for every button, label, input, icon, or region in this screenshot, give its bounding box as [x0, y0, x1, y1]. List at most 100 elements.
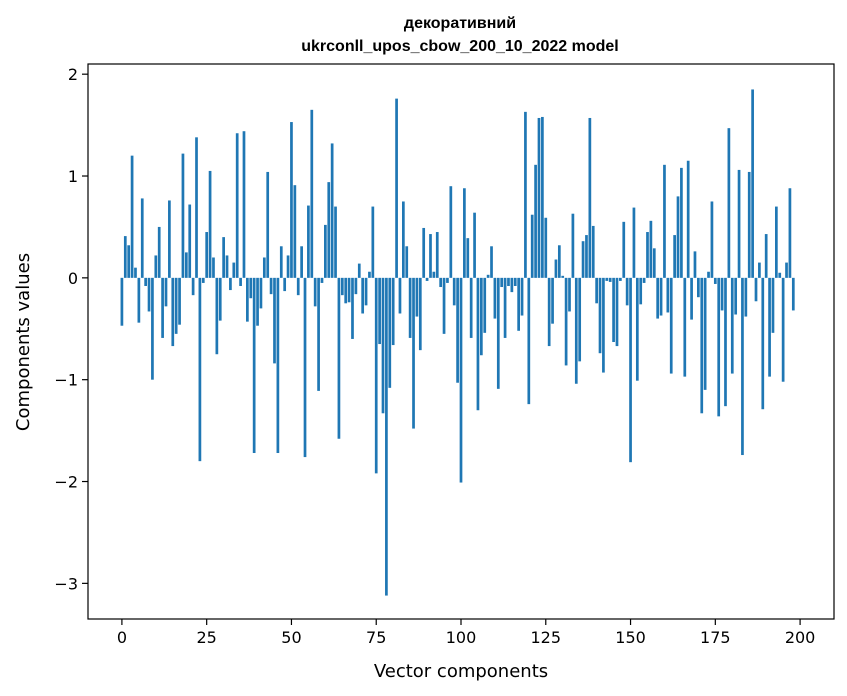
bar-55: [307, 205, 310, 278]
bar-116: [513, 277, 517, 286]
bar-134: [574, 277, 578, 384]
bar-28: [215, 277, 219, 355]
bar-121: [530, 214, 534, 278]
bar-10: [154, 255, 158, 278]
bar-185: [747, 171, 751, 278]
bar-177: [720, 277, 724, 311]
bar-56: [310, 109, 314, 278]
bar-139: [591, 225, 595, 278]
x-tick-label: 25: [197, 628, 217, 647]
bar-80: [391, 277, 395, 346]
bar-18: [181, 153, 185, 278]
bar-191: [768, 277, 771, 377]
bar-163: [673, 235, 676, 278]
bar-120: [527, 277, 531, 405]
bar-124: [541, 116, 544, 278]
bar-132: [568, 277, 571, 312]
bar-84: [405, 246, 409, 278]
bar-129: [557, 245, 561, 278]
bar-36: [242, 131, 246, 278]
bar-38: [249, 277, 253, 299]
bar-152: [635, 277, 639, 381]
y-tick-label: −1: [54, 371, 78, 390]
bar-103: [469, 277, 473, 338]
bar-172: [703, 277, 707, 390]
bar-97: [449, 186, 453, 278]
bar-41: [259, 277, 263, 309]
bar-180: [730, 277, 734, 374]
y-axis-label: Components values: [13, 253, 34, 431]
bar-189: [761, 277, 765, 410]
bar-22: [195, 137, 198, 278]
bar-25: [205, 232, 209, 278]
bar-161: [666, 277, 670, 313]
bar-1: [123, 236, 127, 278]
y-tick-label: 2: [68, 65, 78, 84]
bar-162: [669, 277, 673, 374]
bar-164: [676, 196, 680, 278]
bar-159: [659, 277, 663, 316]
bar-83: [402, 201, 405, 278]
bar-37: [246, 277, 249, 322]
bar-73: [368, 271, 371, 278]
bar-40: [256, 277, 259, 326]
bar-49: [286, 255, 290, 278]
bar-66: [344, 277, 348, 304]
bar-23: [198, 277, 202, 462]
bar-86: [412, 277, 415, 429]
bar-45: [273, 277, 276, 364]
bar-12: [161, 277, 164, 338]
bar-3: [130, 155, 134, 278]
bar-30: [222, 237, 225, 278]
bar-171: [700, 277, 704, 414]
bar-182: [737, 169, 741, 278]
bar-147: [619, 277, 622, 281]
bar-57: [313, 277, 317, 307]
bar-123: [537, 117, 541, 278]
bar-110: [493, 277, 497, 319]
bar-53: [300, 246, 303, 278]
bar-150: [629, 277, 632, 463]
bar-188: [758, 262, 761, 278]
bar-195: [781, 277, 785, 382]
bar-178: [724, 277, 727, 407]
bar-174: [710, 201, 714, 278]
bar-127: [551, 277, 554, 324]
bar-115: [510, 277, 514, 293]
bar-7: [144, 277, 147, 286]
bar-17: [178, 277, 181, 325]
bar-68: [351, 277, 354, 339]
bar-51: [293, 185, 297, 278]
bar-145: [612, 277, 615, 343]
x-axis: 0 25 50 75 100 125 150 175 200: [117, 619, 815, 647]
x-tick-label: 150: [615, 628, 646, 647]
bar-64: [337, 277, 341, 439]
bar-165: [680, 167, 683, 278]
bar-72: [364, 277, 368, 306]
x-tick-label: 100: [446, 628, 477, 647]
bar-26: [208, 170, 212, 278]
bar-29: [218, 277, 222, 321]
x-tick-label: 175: [700, 628, 731, 647]
y-tick-label: −2: [54, 473, 78, 492]
bar-154: [642, 277, 646, 283]
chart-title-line2: ukrconll_upos_cbow_200_10_2022 model: [301, 38, 618, 55]
bar-186: [751, 89, 754, 278]
bar-89: [422, 227, 426, 278]
bar-14: [168, 200, 171, 278]
bar-170: [697, 277, 700, 298]
bar-65: [340, 277, 344, 296]
bar-88: [418, 277, 422, 351]
bar-193: [775, 206, 778, 278]
bar-90: [425, 277, 429, 281]
bar-140: [595, 277, 598, 304]
bar-101: [463, 188, 466, 278]
bar-8: [147, 277, 151, 312]
bar-98: [452, 277, 456, 306]
y-tick-label: −3: [54, 574, 78, 593]
bar-92: [432, 271, 436, 278]
bar-111: [496, 277, 500, 389]
bar-114: [507, 277, 510, 286]
bar-2: [127, 245, 131, 278]
